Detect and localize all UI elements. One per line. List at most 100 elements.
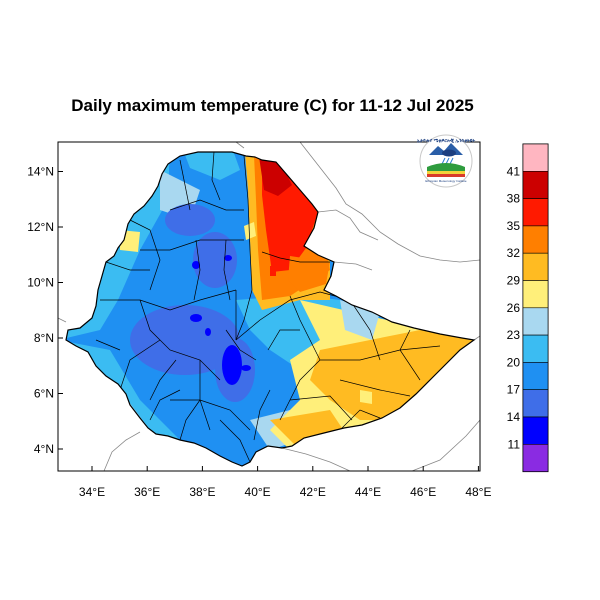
colorbar-label: 41 [507,164,521,178]
temperature-zone [288,256,330,292]
neighbor-border-line [333,261,373,271]
lon-tick-label: 42°E [300,485,326,499]
lat-tick-label: 4°N [34,442,54,456]
neighbor-border-line [281,447,351,472]
lat-tick-label: 10°N [27,276,54,290]
temperature-zone [310,330,474,420]
colorbar-label: 17 [507,383,521,397]
colorbar-label: 14 [507,410,521,424]
admin-boundary-line [289,395,353,421]
logo-english-text: Ethiopian Meteorology Institute [425,179,467,183]
admin-boundary-line [267,329,300,351]
colorbar-label: 38 [507,192,521,206]
plot-frame [57,141,481,472]
admin-boundary-line [100,289,237,311]
admin-boundary-line [235,291,351,341]
colorbar-swatch [522,171,549,199]
colorbar-label: 26 [507,301,521,315]
colorbar-swatch [522,362,549,390]
lat-tick-label: 12°N [27,220,54,234]
temperature-zone [224,255,232,261]
admin-boundary-line [225,329,257,361]
temperature-zone [205,328,211,336]
lat-tick-label: 8°N [34,331,54,345]
admin-boundary-line [235,155,253,341]
lon-tick-label: 38°E [189,485,215,499]
neighbor-border-line [103,431,141,472]
logo-amharic-text: ኢትዮጵያ ሜቲዎሮሎጂ ኢንስቲትዩት [417,138,476,143]
lon-tick-label: 36°E [134,485,160,499]
temperature-zone [192,261,200,269]
temperature-zone [258,152,292,196]
colorbar-label: 23 [507,328,521,342]
temperature-zone [165,204,215,236]
admin-boundary-line [139,299,221,381]
temperature-zone [193,232,237,288]
admin-boundary-line [223,239,231,301]
temperature-zone [270,266,276,276]
colorbar-swatch [522,416,549,445]
admin-boundary-line [179,399,201,441]
colorbar-swatch [522,280,549,309]
colorbar-swatch [522,443,549,472]
longitude-axis: 34°E 36°E 38°E 40°E 42°E 44°E 46°E 48°E [79,466,491,499]
colorbar-label: 32 [507,246,521,260]
colorbar-swatch [522,307,549,336]
neighbor-border-line [473,335,481,341]
admin-boundary-line [169,199,244,211]
temperature-zone [222,345,242,385]
latitude-axis: 14°N 12°N 10°N 8°N 6°N 4°N [27,165,63,456]
admin-boundary-line [170,399,251,431]
admin-boundary-line [129,219,161,291]
lon-tick-label: 44°E [355,485,381,499]
colorbar-label: 11 [508,437,521,451]
lon-tick-label: 48°E [465,485,491,499]
colorbar-label: 29 [507,274,521,288]
colorbar-label: 20 [507,355,521,369]
admin-boundary-line [279,359,321,421]
admin-boundary-line [253,389,271,441]
colorbar-swatch [522,198,549,227]
temperature-zone [360,390,372,404]
admin-boundary-line [349,299,381,361]
neighbor-border-line [235,141,245,149]
temperature-field [66,152,474,466]
lat-tick-label: 14°N [27,165,54,179]
colorbar-label: 35 [507,219,521,233]
admin-boundary-line [140,239,244,251]
admin-boundary-line [399,329,421,381]
colorbar-swatch [522,143,549,172]
temperature-zone [241,365,251,371]
neighbor-border-line [317,209,379,241]
admin-boundary-line [339,379,411,397]
admin-boundary-line [261,251,330,263]
admin-boundary-line [149,359,177,401]
map-title: Daily maximum temperature (C) for 11-12 … [71,96,474,115]
temperature-zone [244,222,256,240]
admin-boundary-line [289,295,321,361]
admin-boundary-line [339,409,381,431]
colorbar-swatch [522,389,549,418]
colorbar-swatch [522,225,549,254]
admin-boundary-line [105,261,150,271]
neighbor-border-line [57,317,67,323]
admin-boundary-line [211,152,221,201]
admin-boundary-line [193,239,201,301]
neighbor-borders [57,141,481,472]
admin-boundary-line [149,389,181,421]
colorbar-swatch [522,252,549,281]
colorbar-swatch [522,334,549,363]
lon-tick-label: 34°E [79,485,105,499]
admin-boundaries [95,152,441,463]
lon-tick-label: 46°E [410,485,436,499]
admin-boundary-line [320,345,441,361]
temperature-zone [130,305,240,375]
temperature-zone [180,152,240,180]
ethiopia-border [65,151,476,467]
colorbar: 41 38 35 32 29 26 23 20 17 14 11 [507,143,549,473]
admin-boundary-line [179,159,191,211]
lat-tick-label: 6°N [34,387,54,401]
neighbor-border-line [411,419,481,472]
admin-boundary-line [219,419,251,463]
